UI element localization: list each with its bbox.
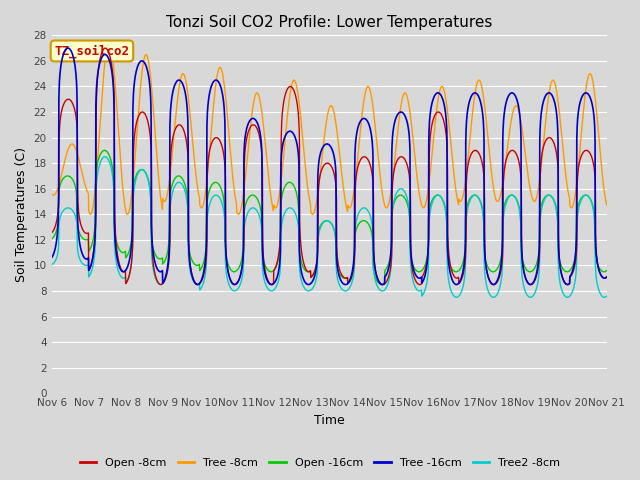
Legend: Open -8cm, Tree -8cm, Open -16cm, Tree -16cm, Tree2 -8cm: Open -8cm, Tree -8cm, Open -16cm, Tree -… xyxy=(76,453,564,472)
Line: Tree -8cm: Tree -8cm xyxy=(52,42,607,214)
Y-axis label: Soil Temperatures (C): Soil Temperatures (C) xyxy=(15,147,28,282)
Open -8cm xyxy=(102,45,109,51)
Tree -16cm xyxy=(491,281,499,287)
Open -16cm xyxy=(570,261,577,267)
Line: Open -8cm: Open -8cm xyxy=(52,48,607,285)
Tree2 -8cm xyxy=(101,154,109,160)
Tree2 -8cm xyxy=(570,287,577,292)
Open -8cm xyxy=(203,248,211,254)
Tree -16cm xyxy=(570,265,577,271)
Tree -8cm xyxy=(554,98,562,104)
Title: Tonzi Soil CO2 Profile: Lower Temperatures: Tonzi Soil CO2 Profile: Lower Temperatur… xyxy=(166,15,492,30)
Tree -8cm xyxy=(603,202,611,207)
Tree2 -8cm xyxy=(554,220,562,226)
Open -16cm xyxy=(100,147,108,153)
Line: Tree2 -8cm: Tree2 -8cm xyxy=(52,157,607,297)
Tree -16cm xyxy=(603,274,611,280)
Open -8cm xyxy=(491,281,499,287)
Open -8cm xyxy=(358,156,365,161)
Open -16cm xyxy=(203,204,211,210)
Tree2 -8cm xyxy=(603,293,611,299)
Open -16cm xyxy=(554,246,562,252)
Open -16cm xyxy=(603,268,611,274)
Tree -16cm xyxy=(48,255,56,261)
Tree -16cm xyxy=(554,139,562,144)
Tree -16cm xyxy=(64,45,72,51)
Tree -8cm xyxy=(491,192,499,198)
Open -16cm xyxy=(346,279,353,285)
Tree -16cm xyxy=(230,282,238,288)
Tree -16cm xyxy=(203,216,211,222)
Tree2 -8cm xyxy=(600,294,608,300)
Open -8cm xyxy=(603,275,611,280)
Open -16cm xyxy=(48,236,56,242)
Tree2 -8cm xyxy=(346,285,353,291)
Tree2 -8cm xyxy=(48,262,56,268)
Open -8cm xyxy=(570,268,577,274)
Open -8cm xyxy=(48,230,56,236)
Tree -8cm xyxy=(203,177,211,183)
Text: TZ_soilco2: TZ_soilco2 xyxy=(54,44,129,58)
Tree -8cm xyxy=(48,191,56,197)
Open -8cm xyxy=(346,279,353,285)
Tree -8cm xyxy=(346,205,353,211)
Tree -8cm xyxy=(105,39,113,45)
Tree -16cm xyxy=(346,277,353,283)
Open -16cm xyxy=(358,218,365,224)
Open -16cm xyxy=(491,268,499,274)
Tree -8cm xyxy=(570,201,577,207)
Tree2 -8cm xyxy=(203,250,211,255)
Tree -8cm xyxy=(124,211,131,217)
Line: Open -16cm: Open -16cm xyxy=(52,150,607,285)
X-axis label: Time: Time xyxy=(314,414,344,427)
Open -16cm xyxy=(378,282,386,288)
Open -8cm xyxy=(490,282,498,288)
Line: Tree -16cm: Tree -16cm xyxy=(52,48,607,285)
Tree2 -8cm xyxy=(491,294,499,300)
Tree2 -8cm xyxy=(358,206,365,212)
Tree -16cm xyxy=(358,117,365,122)
Tree -8cm xyxy=(358,115,365,121)
Open -8cm xyxy=(554,166,562,172)
